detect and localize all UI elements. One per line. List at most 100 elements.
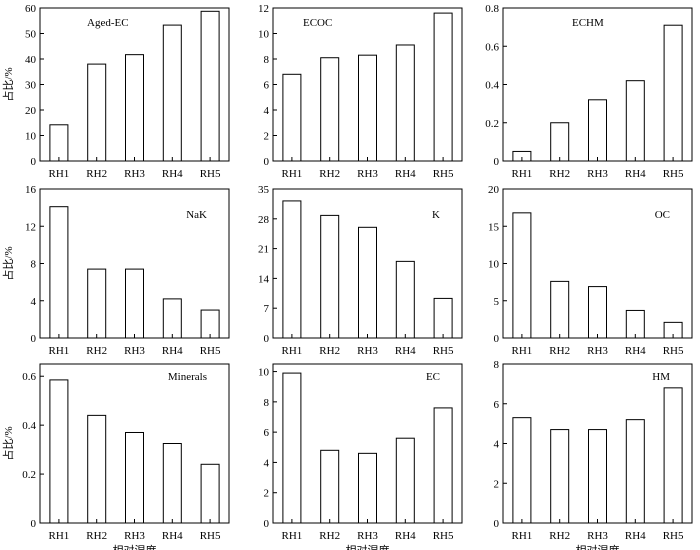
y-tick-label: 28 xyxy=(258,214,270,226)
x-tick-label: RH2 xyxy=(319,168,340,180)
y-tick-label: 0.6 xyxy=(485,41,499,53)
bar-rh3 xyxy=(358,54,377,162)
x-tick-label: RH1 xyxy=(49,168,70,180)
y-tick-label: 0.4 xyxy=(22,420,36,432)
x-tick-label: RH2 xyxy=(549,168,570,180)
x-tick-label: RH4 xyxy=(395,530,416,542)
x-tick-label: RH1 xyxy=(49,530,70,542)
bar-rh3 xyxy=(588,286,607,339)
y-tick-label: 0.4 xyxy=(485,80,499,92)
x-tick-label: RH5 xyxy=(663,345,684,357)
x-tick-label: RH3 xyxy=(124,345,145,357)
bar-rh5 xyxy=(433,407,453,524)
bar-rh3 xyxy=(125,431,144,524)
x-tick-label: RH3 xyxy=(357,530,378,542)
y-tick-label: 6 xyxy=(264,427,270,439)
y-tick-label: 8 xyxy=(494,359,500,371)
y-tick-label: 5 xyxy=(494,296,500,308)
x-axis-label: 相对湿度 xyxy=(576,543,620,550)
x-tick-label: RH1 xyxy=(512,345,533,357)
y-tick-label: 0 xyxy=(264,156,270,168)
bar-rh3 xyxy=(125,268,144,339)
y-tick-label: 20 xyxy=(25,105,37,117)
y-tick-label: 16 xyxy=(25,184,37,196)
y-tick-label: 8 xyxy=(264,397,270,409)
y-tick-label: 21 xyxy=(258,244,269,256)
bar-rh2 xyxy=(87,414,107,524)
x-tick-label: RH5 xyxy=(200,168,221,180)
bar-rh2 xyxy=(550,280,570,339)
x-tick-label: RH1 xyxy=(512,168,533,180)
panel-title: NaK xyxy=(186,209,207,221)
x-tick-label: RH1 xyxy=(282,345,303,357)
chart-panel-4: RH1 RH2 RH3 RH4 RH5 0 4 8 12 16 NaK 占比/% xyxy=(1,184,230,357)
y-tick-label: 10 xyxy=(488,259,500,271)
y-tick-label: 0 xyxy=(494,518,500,530)
panel-title: EC xyxy=(426,371,440,383)
y-axis-label: 占比/% xyxy=(1,426,15,460)
y-tick-label: 7 xyxy=(264,303,270,315)
y-tick-label: 0.2 xyxy=(22,469,36,481)
y-tick-label: 0 xyxy=(264,518,270,530)
y-tick-label: 0.6 xyxy=(22,371,36,383)
panel-title: ECOC xyxy=(303,17,332,29)
y-tick-label: 4 xyxy=(31,296,37,308)
y-tick-label: 4 xyxy=(264,457,270,469)
x-tick-label: RH4 xyxy=(625,168,646,180)
bar-rh5 xyxy=(200,463,220,524)
y-tick-label: 8 xyxy=(31,259,37,271)
y-tick-label: 0 xyxy=(31,156,37,168)
panel-title: K xyxy=(432,209,440,221)
x-tick-label: RH2 xyxy=(549,530,570,542)
x-tick-label: RH3 xyxy=(357,345,378,357)
bar-rh2 xyxy=(87,63,107,162)
x-tick-label: RH5 xyxy=(663,168,684,180)
x-axis-label: 相对湿度 xyxy=(113,543,157,550)
bar-rh1 xyxy=(282,372,302,524)
y-tick-label: 4 xyxy=(494,439,500,451)
x-tick-label: RH3 xyxy=(587,345,608,357)
panel-title: OC xyxy=(655,209,670,221)
y-tick-label: 60 xyxy=(25,3,37,15)
bar-rh5 xyxy=(433,12,453,162)
x-tick-label: RH2 xyxy=(319,345,340,357)
y-tick-label: 12 xyxy=(25,221,36,233)
x-tick-label: RH3 xyxy=(587,168,608,180)
bar-rh2 xyxy=(320,449,340,524)
bar-rh4 xyxy=(395,437,415,524)
chart-panel-8: RH1 RH2 RH3 RH4 RH5 0 2 4 6 8 10 EC 相对湿度 xyxy=(258,363,463,550)
y-tick-label: 2 xyxy=(494,478,500,490)
bar-rh4 xyxy=(625,309,645,339)
bar-rh2 xyxy=(87,268,107,339)
x-tick-label: RH5 xyxy=(433,530,454,542)
y-tick-label: 8 xyxy=(264,54,270,66)
bar-rh1 xyxy=(512,417,532,524)
bar-rh3 xyxy=(588,429,607,524)
chart-panel-7: RH1 RH2 RH3 RH4 RH5 0 0.2 0.4 0.6 Minerals 占比/% 相对湿… xyxy=(1,363,230,550)
x-tick-label: RH5 xyxy=(200,530,221,542)
bar-rh2 xyxy=(320,214,340,339)
x-tick-label: RH3 xyxy=(124,168,145,180)
panel-title: HM xyxy=(652,371,670,383)
chart-panel-5: RH1 RH2 RH3 RH4 RH5 0 7 14 21 28 35 K xyxy=(258,184,463,357)
x-tick-label: RH1 xyxy=(49,345,70,357)
x-tick-label: RH4 xyxy=(162,530,183,542)
bar-rh4 xyxy=(625,80,645,162)
x-tick-label: RH3 xyxy=(357,168,378,180)
bar-rh4 xyxy=(162,24,182,162)
y-tick-label: 15 xyxy=(488,221,500,233)
y-tick-label: 0 xyxy=(264,333,270,345)
y-tick-label: 2 xyxy=(264,131,270,143)
bar-rh3 xyxy=(358,226,377,339)
bar-rh5 xyxy=(200,309,220,339)
x-tick-label: RH1 xyxy=(282,168,303,180)
bar-rh5 xyxy=(200,10,220,162)
y-tick-label: 0 xyxy=(31,518,37,530)
x-tick-label: RH2 xyxy=(86,168,107,180)
panels: RH1 RH2 RH3 RH4 RH50102030405060Aged-EC占比/%R… xyxy=(1,3,693,550)
chart-panel-2: RH1 RH2 RH3 RH4 RH5 0 2 4 6 8 10 12 ECOC xyxy=(258,3,463,180)
y-tick-label: 40 xyxy=(25,54,37,66)
x-tick-label: RH4 xyxy=(395,345,416,357)
y-tick-label: 30 xyxy=(25,80,37,92)
chart-panel-3: RH1 RH2 RH3 RH4 RH5 0 0.2 0.4 0.6 0.8 ECHM xyxy=(485,3,693,180)
